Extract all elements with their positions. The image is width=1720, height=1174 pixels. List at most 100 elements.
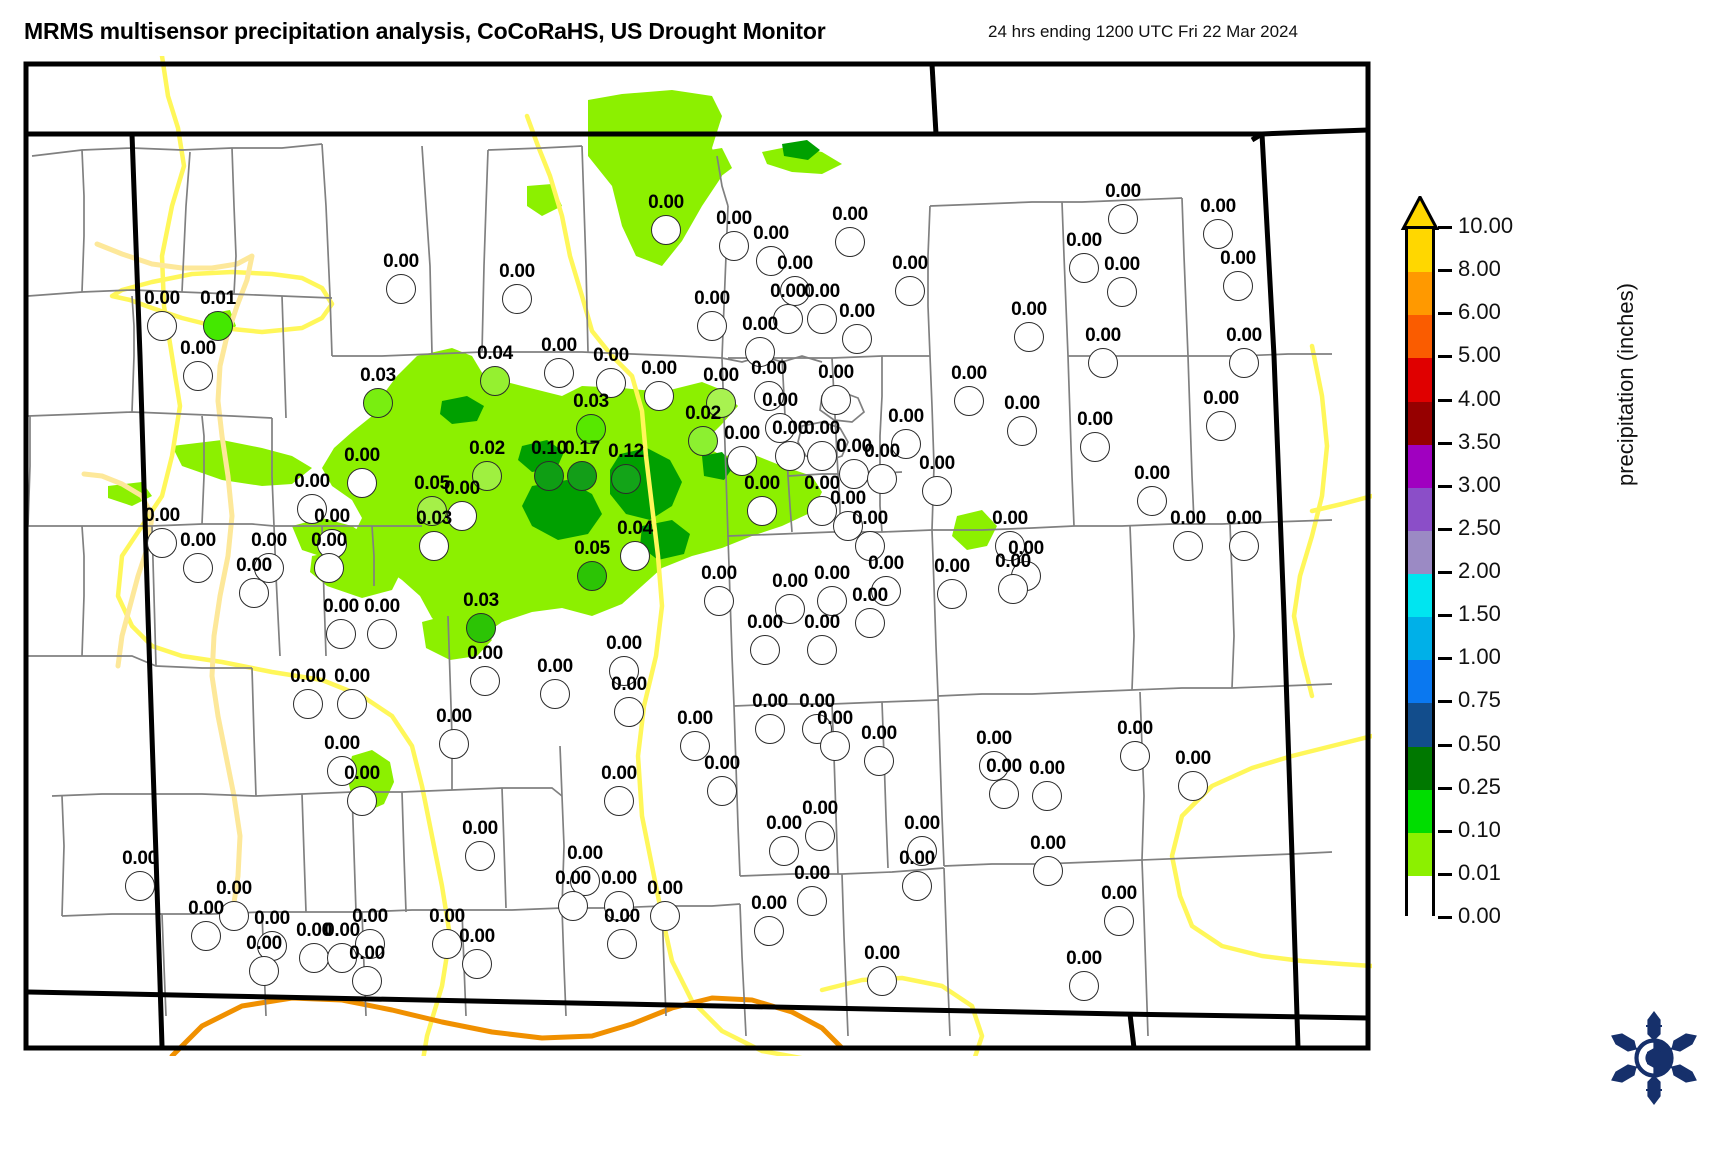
station-value-label: 0.00: [1077, 409, 1113, 430]
station-circle-icon: [347, 786, 377, 816]
station-circle-icon: [249, 956, 279, 986]
station-value-label: 0.00: [648, 192, 684, 213]
station-value-label: 0.00: [601, 763, 637, 784]
station-circle-icon: [979, 751, 1009, 781]
station-circle-icon: [688, 426, 718, 456]
colorbar-tick-label: 0.75: [1458, 687, 1501, 713]
station-circle-icon: [439, 729, 469, 759]
station-value-label: 0.05: [414, 473, 450, 494]
station-value-label: 0.00: [444, 478, 480, 499]
station-value-label: 0.00: [296, 920, 332, 941]
station-circle-icon: [614, 697, 644, 727]
colorbar-tick-label: 8.00: [1458, 256, 1501, 282]
station-circle-icon: [867, 464, 897, 494]
station-circle-icon: [1206, 411, 1236, 441]
colorbar-tick-mark: [1438, 398, 1452, 402]
station-circle-icon: [447, 501, 477, 531]
station-circle-icon: [922, 476, 952, 506]
station-value-label: 0.12: [608, 441, 644, 462]
station-circle-icon: [576, 414, 606, 444]
colorbar-tick-mark: [1438, 829, 1452, 833]
station-circle-icon: [1088, 348, 1118, 378]
station-circle-icon: [954, 386, 984, 416]
map-vector-layer: [22, 56, 1372, 1056]
station-value-label: 0.00: [254, 908, 290, 929]
station-circle-icon: [1120, 741, 1150, 771]
station-circle-icon: [604, 786, 634, 816]
station-value-label: 0.00: [804, 418, 840, 439]
station-circle-icon: [902, 871, 932, 901]
station-value-label: 0.00: [324, 733, 360, 754]
station-circle-icon: [745, 337, 775, 367]
station-value-label: 0.00: [462, 818, 498, 839]
station-circle-icon: [604, 891, 634, 921]
station-circle-icon: [417, 496, 447, 526]
colorado-climate-center-snowflake-logo: [1611, 1011, 1697, 1105]
station-circle-icon: [462, 949, 492, 979]
station-circle-icon: [183, 553, 213, 583]
station-value-label: 0.00: [1008, 538, 1044, 559]
precipitation-map[interactable]: 0.00 0.01 0.00 0.00 0.00 0.00 0.00 0.00 0.00 0.00…: [22, 56, 1372, 1056]
station-value-label: 0.00: [436, 706, 472, 727]
station-value-label: 0.00: [744, 473, 780, 494]
station-value-label: 0.00: [839, 301, 875, 322]
station-circle-icon: [706, 388, 736, 418]
station-value-label: 0.00: [804, 473, 840, 494]
station-circle-icon: [650, 901, 680, 931]
station-circle-icon: [756, 246, 786, 276]
colorbar-segment: [1408, 401, 1432, 445]
station-circle-icon: [1104, 906, 1134, 936]
station-circle-icon: [607, 929, 637, 959]
station-circle-icon: [327, 756, 357, 786]
station-value-label: 0.00: [180, 338, 216, 359]
station-value-label: 0.00: [251, 530, 287, 551]
station-circle-icon: [755, 714, 785, 744]
station-value-label: 0.00: [753, 223, 789, 244]
station-value-label: 0.00: [864, 943, 900, 964]
colorbar-tick-mark: [1438, 743, 1452, 747]
station-circle-icon: [363, 388, 393, 418]
station-circle-icon: [472, 461, 502, 491]
station-circle-icon: [769, 836, 799, 866]
county-boundaries: [27, 143, 1333, 1037]
station-value-label: 0.17: [564, 438, 600, 459]
colorbar-segment: [1408, 358, 1432, 402]
station-circle-icon: [147, 528, 177, 558]
station-circle-icon: [577, 561, 607, 591]
station-circle-icon: [125, 871, 155, 901]
station-value-label: 0.00: [934, 556, 970, 577]
station-value-label: 0.00: [752, 691, 788, 712]
station-value-label: 0.00: [180, 530, 216, 551]
station-circle-icon: [867, 966, 897, 996]
station-value-label: 0.00: [383, 251, 419, 272]
station-value-label: 0.00: [429, 906, 465, 927]
station-value-label: 0.00: [611, 674, 647, 695]
colorbar-tick-mark: [1438, 786, 1452, 790]
station-circle-icon: [299, 943, 329, 973]
station-value-label: 0.00: [852, 585, 888, 606]
station-value-label: 0.00: [864, 441, 900, 462]
station-circle-icon: [719, 231, 749, 261]
colorbar-tick-mark: [1438, 872, 1452, 876]
station-value-label: 0.00: [861, 723, 897, 744]
station-value-label: 0.00: [344, 445, 380, 466]
station-circle-icon: [754, 381, 784, 411]
station-value-label: 0.00: [868, 553, 904, 574]
station-circle-icon: [864, 746, 894, 776]
station-value-label: 0.03: [416, 508, 452, 529]
station-circle-icon: [895, 276, 925, 306]
station-value-label: 0.00: [1101, 883, 1137, 904]
station-value-label: 0.00: [601, 868, 637, 889]
station-circle-icon: [680, 731, 710, 761]
station-circle-icon: [1108, 204, 1138, 234]
station-value-label: 0.00: [246, 933, 282, 954]
station-value-label: 0.00: [1104, 254, 1140, 275]
colorbar-tick-mark: [1438, 355, 1452, 359]
station-circle-icon: [596, 368, 626, 398]
station-value-label: 0.00: [144, 505, 180, 526]
station-circle-icon: [775, 441, 805, 471]
colorbar-tick-label: 0.00: [1458, 903, 1501, 928]
station-value-label: 0.04: [477, 343, 513, 364]
station-value-label: 0.00: [144, 288, 180, 309]
station-value-label: 0.00: [314, 506, 350, 527]
